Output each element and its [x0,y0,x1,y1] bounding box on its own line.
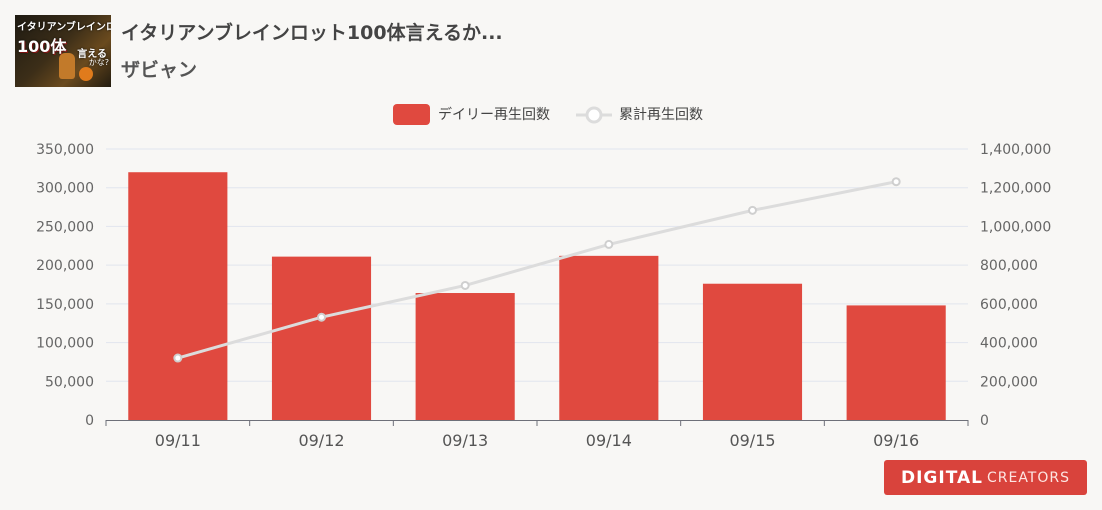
logo-sub-text: CREATORS [986,469,1070,486]
y-right-tick-label: 1,200,000 [980,181,1051,197]
line-point [891,177,901,187]
line-point [748,205,757,215]
line-point [317,312,326,322]
x-tick-label: 09/16 [873,431,919,450]
bar [846,305,946,420]
x-tick-label: 09/12 [298,431,344,450]
line-point [460,280,470,290]
y-right-tick-label: 400,000 [980,336,1038,352]
line-point [173,353,183,363]
x-tick-label: 09/13 [442,431,488,450]
y-right-tick-label: 600,000 [980,297,1038,313]
thumbnail-character-2 [79,67,93,81]
y-right-tick-label: 0 [980,413,989,429]
thumbnail-text-4: かな? [88,58,109,67]
bar [559,255,659,420]
y-left-tick-label: 350,000 [36,142,94,158]
bar [415,293,515,420]
y-left-tick-label: 0 [85,413,94,429]
channel-name: ザビャン [121,59,198,81]
y-left-tick-label: 50,000 [45,374,94,390]
logo-main-text: DIGITAL [900,467,983,488]
legend-line-label: 累計再生回数 [619,107,703,123]
thumbnail-text-1: イタリアンブレインロット [17,22,111,33]
y-left-tick-label: 100,000 [36,336,94,352]
legend: デイリー再生回数 累計再生回数 [393,104,703,125]
video-thumbnail: イタリアンブレインロット 100体 言える かな? [15,15,111,87]
legend-bar-label: デイリー再生回数 [438,106,550,123]
cumulative-line [177,180,897,360]
legend-bar-swatch [393,104,430,125]
thumbnail-text-2: 100体 [17,37,67,56]
axes: 350,000 1,400,000 300,000 1,200,000 250,000 1… [36,142,1051,450]
video-title: イタリアンブレインロット100体言えるか... [121,22,503,44]
y-left-tick-label: 250,000 [36,219,94,235]
y-right-tick-label: 1,400,000 [980,142,1051,158]
y-left-tick-label: 300,000 [36,181,94,197]
y-right-tick-label: 800,000 [980,258,1038,274]
digital-creators-logo: DIGITAL CREATORS [884,460,1087,495]
bar [128,172,228,420]
grid-lines [106,148,968,382]
thumbnail-text-3: 言える [77,49,107,60]
y-left-tick-label: 150,000 [36,297,94,313]
bar-series [128,172,946,420]
y-left-tick-label: 200,000 [36,258,94,274]
x-tick-label: 09/11 [155,431,201,450]
bar [271,256,372,420]
line-series [173,177,901,363]
y-right-tick-label: 200,000 [980,374,1038,390]
legend-line-marker [585,106,603,124]
line-point [604,239,614,249]
x-tick-label: 09/14 [586,431,632,450]
thumbnail-character [59,53,75,79]
bar [702,283,803,420]
y-right-tick-label: 1,000,000 [980,219,1051,235]
x-tick-label: 09/15 [729,431,775,450]
